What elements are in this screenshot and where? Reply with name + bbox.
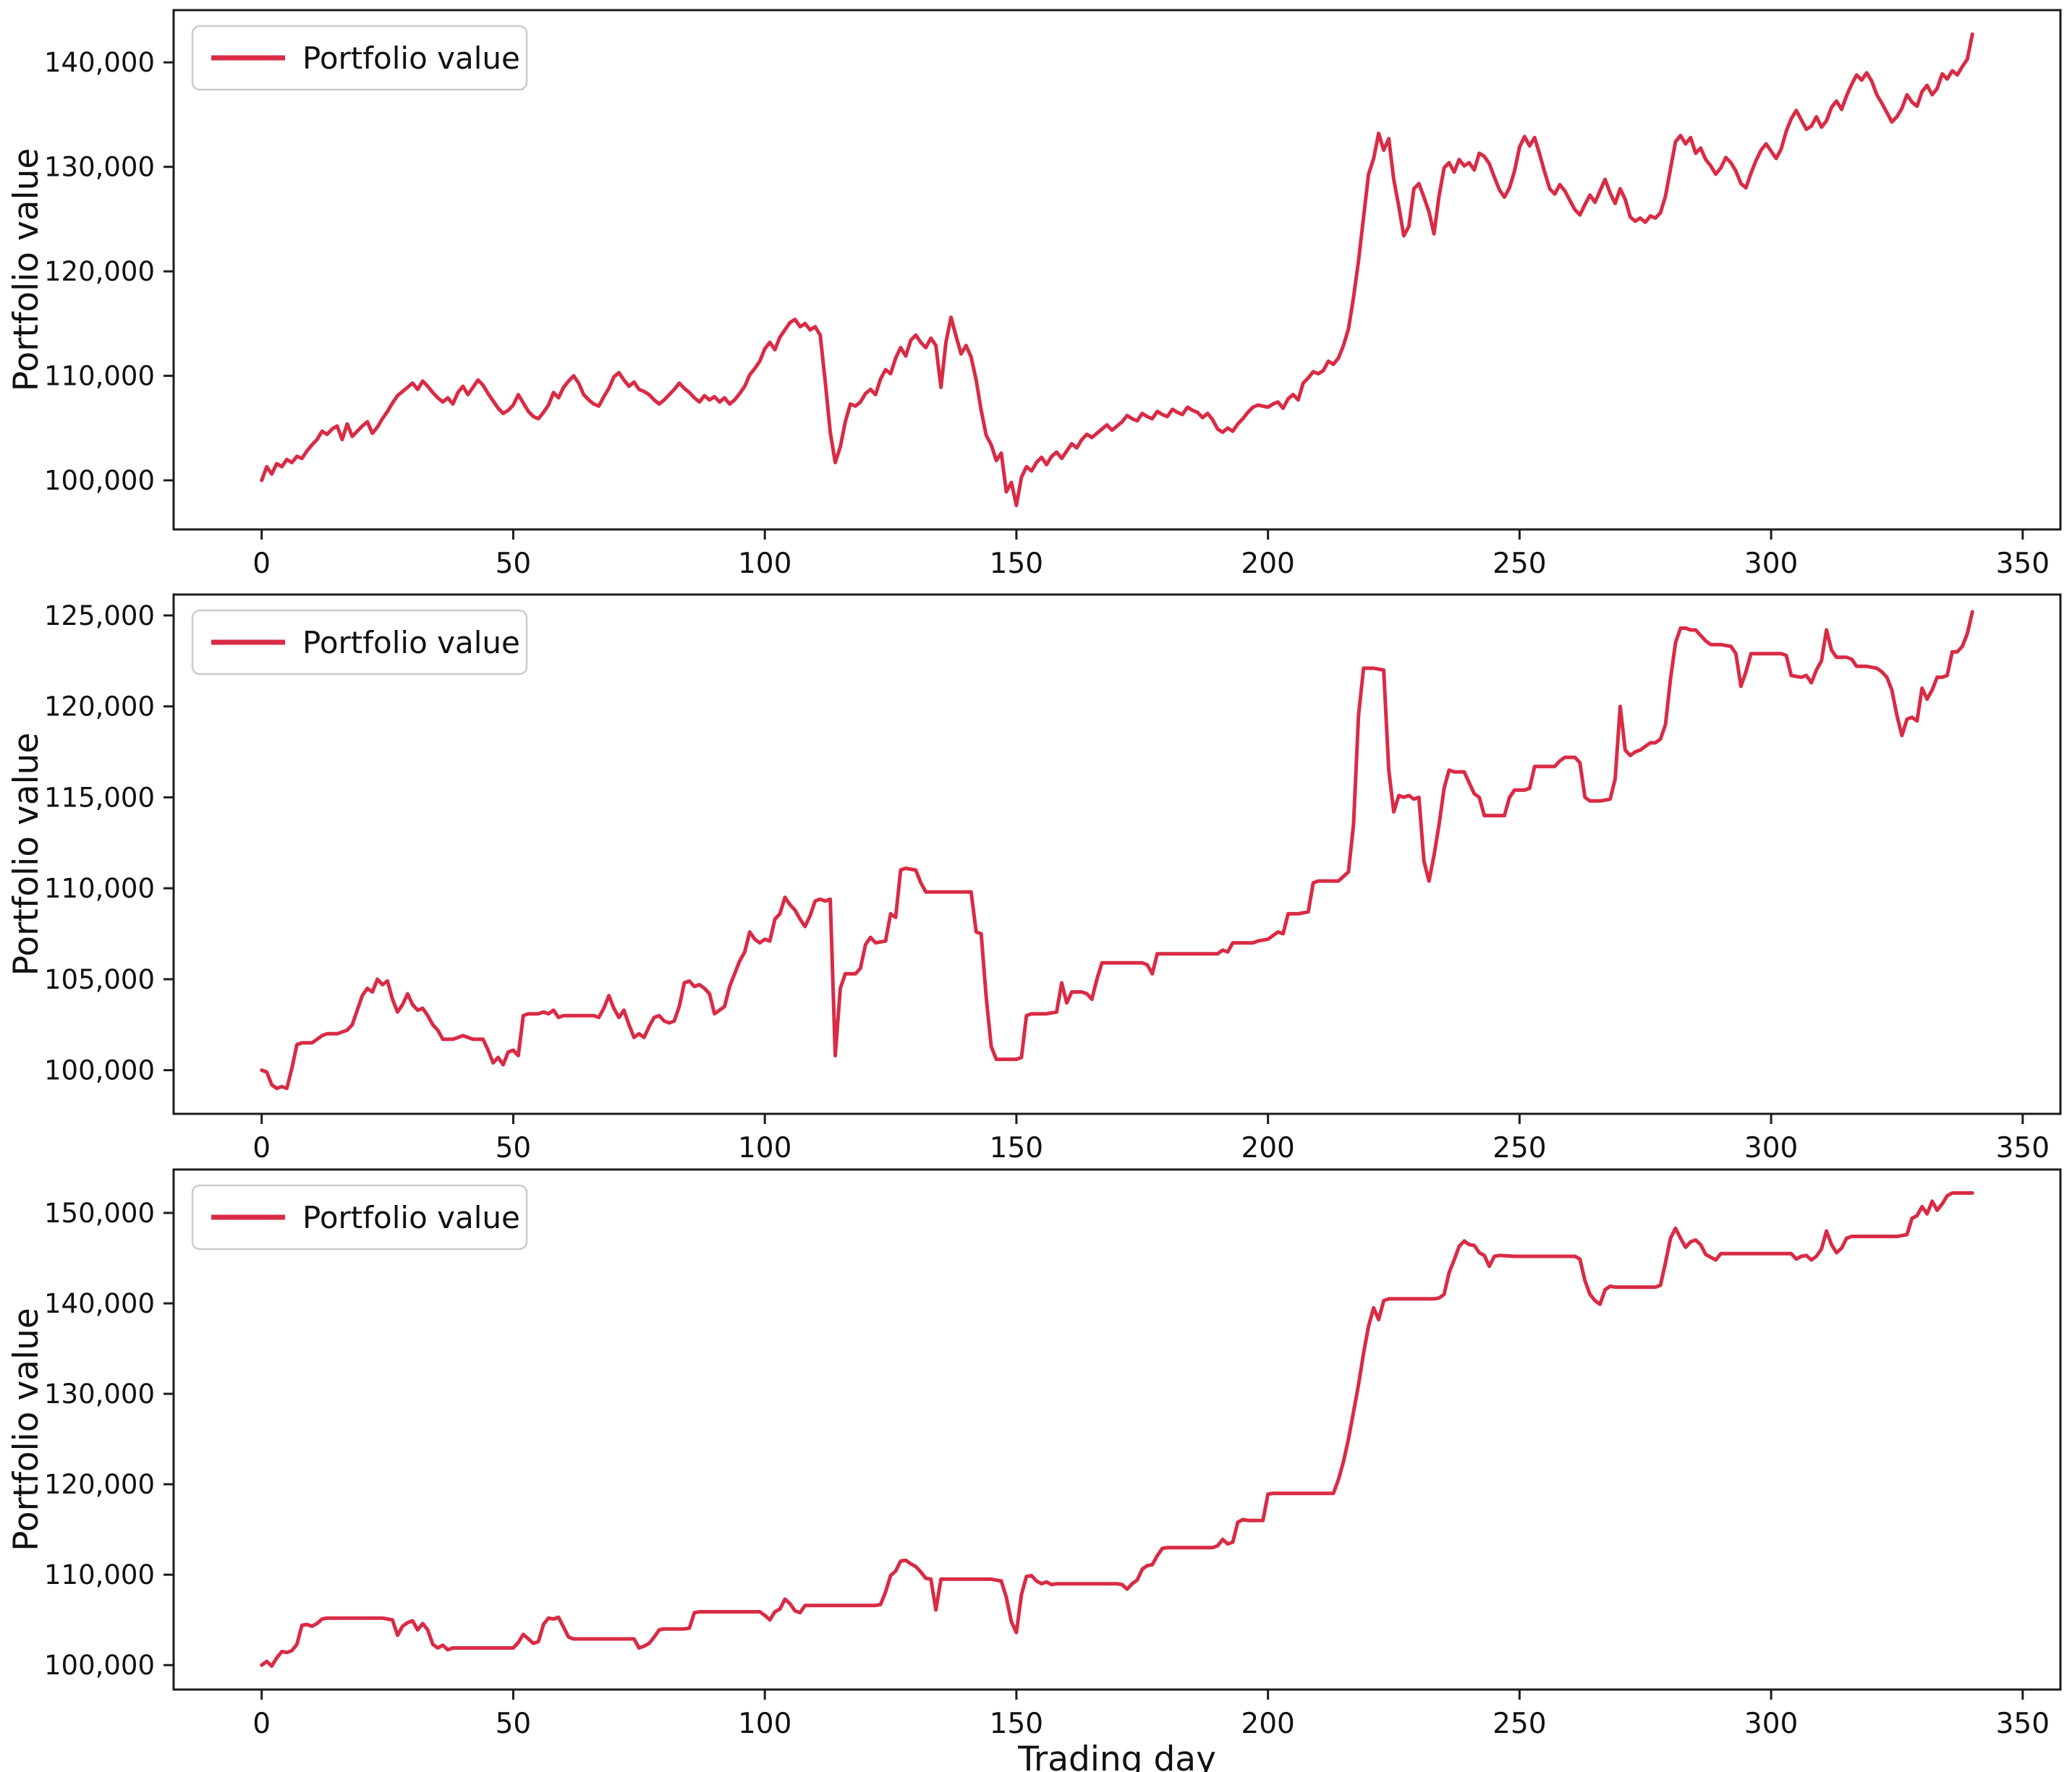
legend: Portfolio value xyxy=(191,1184,528,1251)
x-tick-label: 50 xyxy=(496,1708,532,1740)
middle-chart: 100,000 105,000 110,000 115,000 120,000 125,0… xyxy=(7,593,2062,1164)
y-tick-label: 110,000 xyxy=(44,361,155,392)
x-tick-label: 150 xyxy=(990,1132,1043,1164)
y-tick-label: 100,000 xyxy=(44,1055,155,1086)
x-tick-label: 250 xyxy=(1493,548,1546,580)
legend-label: Portfolio value xyxy=(302,625,520,660)
y-tick-label: 150,000 xyxy=(44,1198,155,1229)
plot-border xyxy=(172,9,2062,531)
x-tick-label: 100 xyxy=(738,1132,791,1164)
x-tick-label: 200 xyxy=(1241,1708,1294,1740)
y-tick-label: 130,000 xyxy=(44,152,155,183)
y-tick-label: 130,000 xyxy=(44,1379,155,1410)
top-chart-series-line xyxy=(260,32,1974,508)
x-tick-label: 50 xyxy=(496,548,532,580)
legend-box xyxy=(191,1184,528,1251)
y-tick-label: 120,000 xyxy=(44,691,155,723)
x-tick-label: 100 xyxy=(738,1708,791,1740)
x-axis-label: Trading day xyxy=(1017,1739,1216,1772)
y-tick-label: 140,000 xyxy=(44,47,155,78)
y-tick-label: 100,000 xyxy=(44,465,155,496)
x-tick-label: 150 xyxy=(990,548,1043,580)
y-tick-label: 115,000 xyxy=(44,782,155,813)
y-tick-label: 110,000 xyxy=(44,873,155,904)
y-tick-label: 110,000 xyxy=(44,1559,155,1590)
x-tick-label: 300 xyxy=(1744,1708,1798,1740)
x-tick-label: 350 xyxy=(1996,1708,2050,1740)
legend-label: Portfolio value xyxy=(302,1200,520,1235)
legend: Portfolio value xyxy=(191,25,528,91)
x-tick-label: 350 xyxy=(1996,1132,2050,1164)
y-tick-label: 120,000 xyxy=(44,1469,155,1500)
plot-border xyxy=(172,593,2062,1115)
y-axis-label: Portfolio value xyxy=(7,733,46,976)
top-chart: 100,000 110,000 120,000 130,000 140,000 0 50 10… xyxy=(7,9,2062,580)
x-tick-label: 200 xyxy=(1241,548,1294,580)
y-axis-label: Portfolio value xyxy=(7,148,46,392)
bottom-chart-series-line xyxy=(260,1191,1974,1668)
legend-box xyxy=(191,25,528,91)
x-tick-label: 250 xyxy=(1493,1132,1546,1164)
y-tick-label: 120,000 xyxy=(44,256,155,287)
legend-label: Portfolio value xyxy=(302,41,520,76)
x-tick-label: 50 xyxy=(496,1132,532,1164)
x-tick-label: 0 xyxy=(252,1708,271,1740)
y-axis-label: Portfolio value xyxy=(7,1308,46,1551)
x-tick-label: 350 xyxy=(1996,548,2050,580)
x-tick-label: 150 xyxy=(990,1708,1043,1740)
x-tick-label: 300 xyxy=(1744,548,1798,580)
middle-chart-series-line xyxy=(260,610,1974,1091)
y-tick-label: 125,000 xyxy=(44,600,155,631)
x-tick-label: 200 xyxy=(1241,1132,1294,1164)
plot-border xyxy=(172,1168,2062,1691)
legend: Portfolio value xyxy=(191,609,528,676)
x-tick-label: 0 xyxy=(252,548,271,580)
y-tick-label: 140,000 xyxy=(44,1288,155,1319)
x-tick-label: 300 xyxy=(1744,1132,1798,1164)
y-tick-label: 100,000 xyxy=(44,1650,155,1681)
x-tick-label: 0 xyxy=(252,1132,271,1164)
y-tick-label: 105,000 xyxy=(44,964,155,995)
legend-box xyxy=(191,609,528,676)
x-tick-label: 250 xyxy=(1493,1708,1546,1740)
bottom-chart: 100,000 110,000 120,000 130,000 140,000 150,0… xyxy=(7,1168,2062,1772)
x-tick-label: 100 xyxy=(738,548,791,580)
